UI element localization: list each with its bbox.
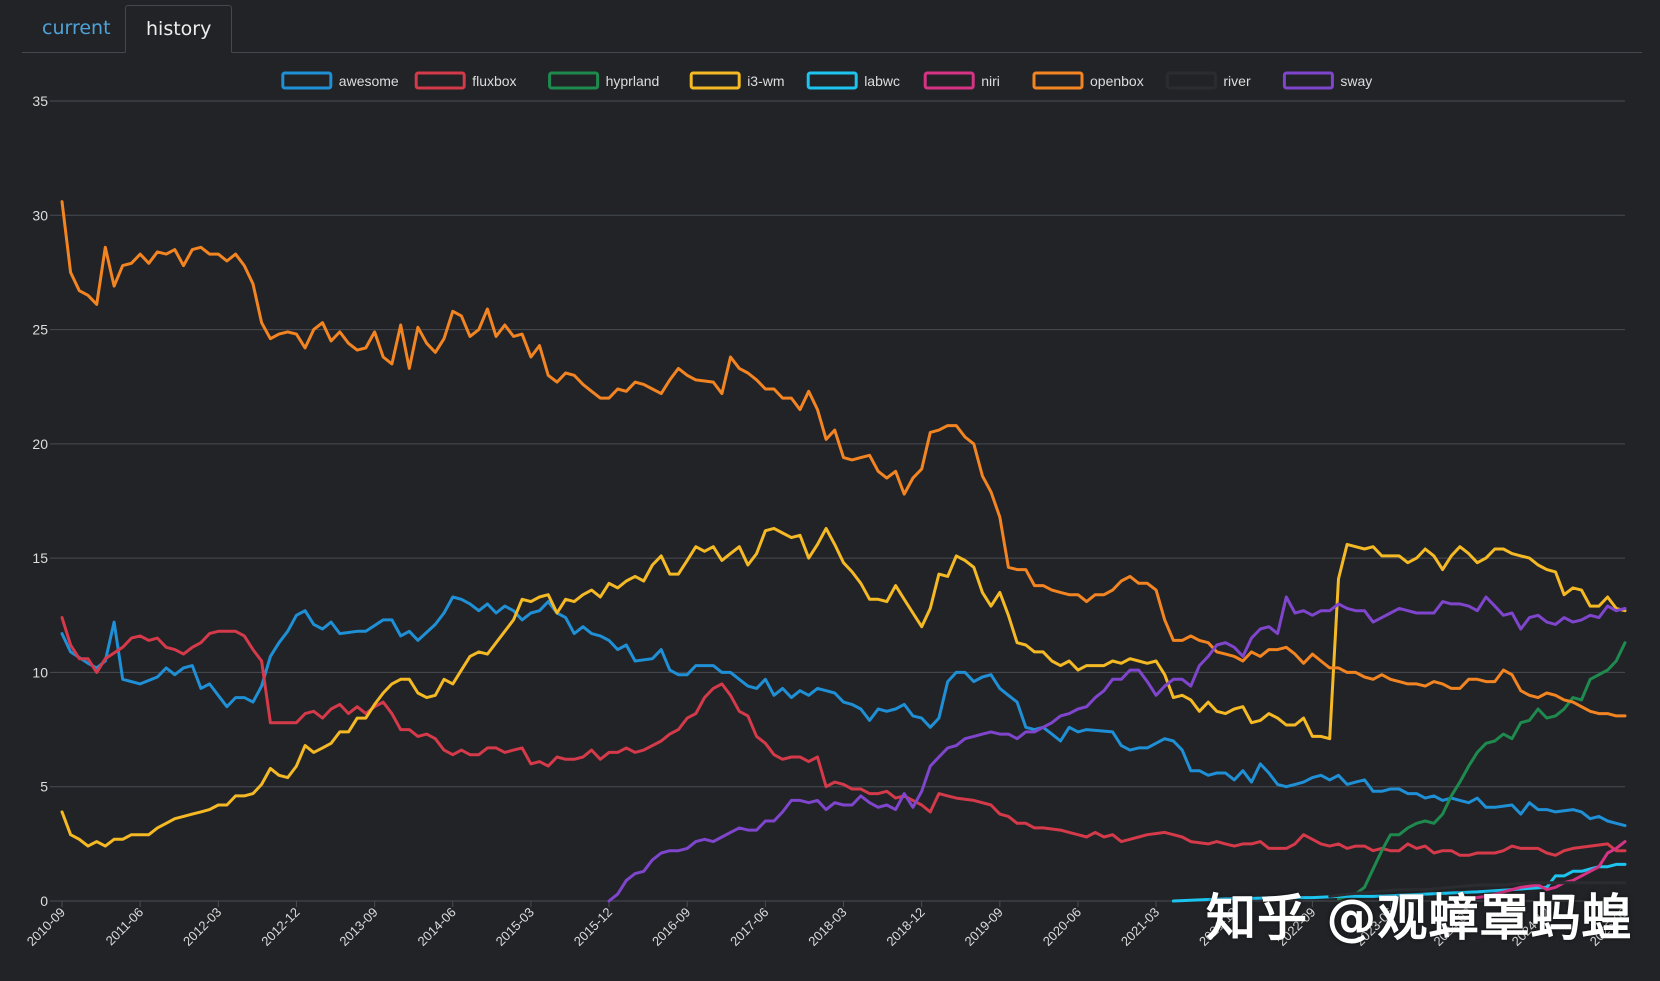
x-tick-label: 2011-06: [103, 905, 147, 949]
series-line-openbox: [60, 200, 1627, 718]
legend-swatch-labwc[interactable]: [806, 71, 858, 90]
legend: awesome fluxbox hyprland i3-wm labwc niri open…: [281, 71, 1372, 90]
y-tick-label: 30: [32, 207, 48, 223]
legend-label-fluxbox[interactable]: fluxbox: [472, 73, 516, 89]
y-tick-label: 35: [32, 93, 48, 109]
legend-label-labwc[interactable]: labwc: [864, 73, 900, 89]
y-tick-label: 10: [32, 664, 48, 680]
legend-label-awesome[interactable]: awesome: [339, 73, 399, 89]
x-tick-label: 2010-09: [24, 905, 68, 949]
y-tick-label: 5: [40, 779, 48, 795]
x-tick-label: 2013-09: [336, 905, 380, 949]
series-line-sway: [607, 595, 1627, 903]
legend-swatch-river[interactable]: [1165, 71, 1217, 90]
legend-label-i3-wm[interactable]: i3-wm: [747, 73, 784, 89]
y-tick-label: 25: [32, 322, 48, 338]
x-tick-label: 2018-03: [805, 905, 849, 949]
series-line-river: [1328, 881, 1627, 898]
series-line-i3-wm: [60, 526, 1627, 848]
x-tick-label: 2014-06: [415, 905, 459, 949]
legend-swatch-openbox[interactable]: [1032, 71, 1084, 90]
legend-swatch-fluxbox[interactable]: [414, 71, 466, 90]
watermark: 知乎 @观蟑罩蚂蝗: [1206, 889, 1633, 947]
x-tick-label: 2020-06: [1040, 905, 1084, 949]
x-tick-label: 2015-12: [571, 905, 615, 949]
legend-swatch-sway[interactable]: [1282, 71, 1334, 90]
legend-label-openbox[interactable]: openbox: [1090, 73, 1144, 89]
legend-label-niri[interactable]: niri: [981, 73, 1000, 89]
legend-swatch-hyprland[interactable]: [548, 71, 600, 90]
series-line-awesome: [60, 595, 1627, 828]
legend-label-hyprland[interactable]: hyprland: [606, 73, 660, 89]
x-tick-label: 2021-03: [1118, 905, 1162, 949]
legend-label-river[interactable]: river: [1223, 73, 1251, 89]
x-tick-label: 2012-12: [258, 905, 302, 949]
x-tick-label: 2012-03: [180, 905, 224, 949]
x-tick-label: 2016-09: [649, 905, 693, 949]
tab-bar: current history: [22, 0, 1642, 53]
legend-swatch-awesome[interactable]: [281, 71, 333, 90]
legend-label-sway[interactable]: sway: [1340, 73, 1372, 89]
tab-current[interactable]: current: [42, 17, 111, 39]
series-line-labwc: [1171, 862, 1627, 903]
x-tick-label: 2017-06: [727, 905, 771, 949]
y-tick-label: 15: [32, 550, 48, 566]
legend-swatch-i3-wm[interactable]: [689, 71, 741, 90]
x-tick-label: 2015-03: [493, 905, 537, 949]
y-tick-label: 0: [40, 893, 48, 909]
series-line-hyprland: [1337, 641, 1627, 901]
x-tick-label: 2019-09: [962, 905, 1006, 949]
series-line-fluxbox: [60, 616, 1627, 857]
tab-history[interactable]: history: [125, 5, 233, 53]
legend-swatch-niri[interactable]: [923, 71, 975, 90]
y-tick-label: 20: [32, 436, 48, 452]
x-tick-label: 2018-12: [883, 905, 927, 949]
